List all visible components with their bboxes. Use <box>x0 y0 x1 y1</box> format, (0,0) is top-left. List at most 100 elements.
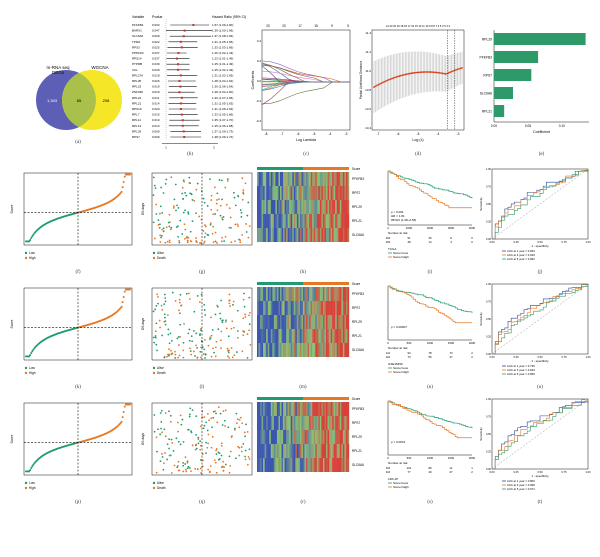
heat-cell <box>336 315 339 329</box>
heat-cell <box>287 315 290 329</box>
scatter-point <box>248 458 251 460</box>
scatter-point <box>220 339 222 342</box>
forest-row-pvalue: 0.037 <box>152 51 160 55</box>
heat-cell <box>326 200 328 214</box>
heat-cell <box>312 416 314 430</box>
km-risk-high: 2 <box>471 470 473 474</box>
forest-row-hr: 1.57 (1.09-1.90) <box>212 23 233 27</box>
scatter-point <box>159 433 162 436</box>
heat-cell <box>281 301 284 315</box>
heat-cell <box>338 287 340 301</box>
heat-cell <box>299 430 302 444</box>
scatter-point <box>221 236 223 239</box>
heat-cell <box>296 214 299 228</box>
forest-hr-marker <box>181 124 184 127</box>
heat-cell <box>336 402 339 416</box>
heat-cell <box>338 172 340 186</box>
heat-cell <box>283 186 285 200</box>
heat-cell <box>276 186 279 200</box>
heat-cell <box>335 200 337 214</box>
heat-cell <box>299 287 302 301</box>
legend-low-label: Low <box>29 251 36 255</box>
roc-plot: 0.000.000.250.250.500.500.750.751.001.00… <box>479 282 591 390</box>
heat-cell <box>329 214 331 228</box>
heat-cell <box>301 214 304 228</box>
heat-cell <box>339 287 342 301</box>
heat-score-low-bar <box>257 167 303 170</box>
heat-cell <box>275 172 278 186</box>
heat-cell <box>347 444 350 458</box>
cv-point <box>380 82 383 85</box>
scatter-point <box>228 299 231 302</box>
heat-cell <box>269 430 271 444</box>
forest-row-pvalue: 0.013 <box>152 124 160 128</box>
risk-point <box>123 405 126 408</box>
heat-cell <box>310 343 313 357</box>
scatter-point <box>162 192 165 194</box>
scatter-point <box>234 457 237 460</box>
heat-cell <box>310 458 313 472</box>
heat-cell <box>312 228 314 242</box>
scatter-point <box>168 353 171 356</box>
heat-cell <box>258 343 261 357</box>
cv-deviance-plot: 21 20 20 20 18 18 17 16 15 12 11 10 9 8 … <box>359 24 465 157</box>
heat-cell <box>257 228 259 242</box>
scatter-point <box>221 218 224 221</box>
km-low-curve <box>388 285 473 314</box>
scatter-point <box>157 428 159 431</box>
scatter-point <box>178 239 181 242</box>
forest-row-variable: PFKFB3 <box>132 23 144 27</box>
panel-label: (p) <box>75 500 81 505</box>
scatter-point <box>170 438 173 441</box>
scatter-point <box>205 421 208 424</box>
km-risk-high: 49 <box>428 470 432 474</box>
forest-header-variable: Variable <box>132 15 144 19</box>
heat-cell <box>324 416 327 430</box>
scatter-point <box>204 224 206 227</box>
km-risk-title: Number at risk <box>388 346 408 350</box>
scatter-point <box>155 305 158 307</box>
scatter-point <box>224 186 227 189</box>
forest-row-variable: RPL29 <box>132 129 142 133</box>
heat-gene-label: PFKFB3 <box>352 177 364 181</box>
scatter-point <box>216 305 219 308</box>
heat-cell <box>261 402 264 416</box>
heat-cell <box>321 343 324 357</box>
cv-point <box>441 72 444 75</box>
heat-cell <box>275 228 278 242</box>
heat-cell <box>306 416 308 430</box>
heat-cell <box>258 329 261 343</box>
km-risk-high: 56 <box>428 355 432 359</box>
roc-legend-label: AUC at 1 year = 0.664 <box>507 249 535 253</box>
lasso-top-tick: 20 <box>282 24 286 28</box>
scatter-point <box>173 464 176 467</box>
venn-right-label: WGCNA <box>91 65 108 70</box>
scatter-point <box>152 336 155 339</box>
heat-cell <box>293 301 296 315</box>
heat-cell <box>289 172 291 186</box>
heat-cell <box>338 430 340 444</box>
scatter-point <box>225 327 228 330</box>
scatter-point <box>164 182 167 185</box>
heat-score-low-bar <box>257 397 303 400</box>
heat-cell <box>327 301 330 315</box>
km-risk-low: 11 <box>450 466 453 470</box>
heat-cell <box>333 186 336 200</box>
scatter-point <box>220 330 223 333</box>
cv-y-tick: 11.2 <box>365 50 371 54</box>
risk-point <box>122 410 125 413</box>
heat-cell <box>270 287 273 301</box>
panel-label: (g) <box>199 270 205 275</box>
scatter-point <box>178 354 181 357</box>
scatter-point <box>233 326 235 329</box>
heat-cell <box>260 172 262 186</box>
cv-x-tick: -3 <box>457 132 460 136</box>
scatter-point <box>152 221 155 224</box>
heat-cell <box>303 416 305 430</box>
heat-cell <box>344 430 347 444</box>
heat-cell <box>316 416 319 430</box>
heat-cell <box>330 430 333 444</box>
